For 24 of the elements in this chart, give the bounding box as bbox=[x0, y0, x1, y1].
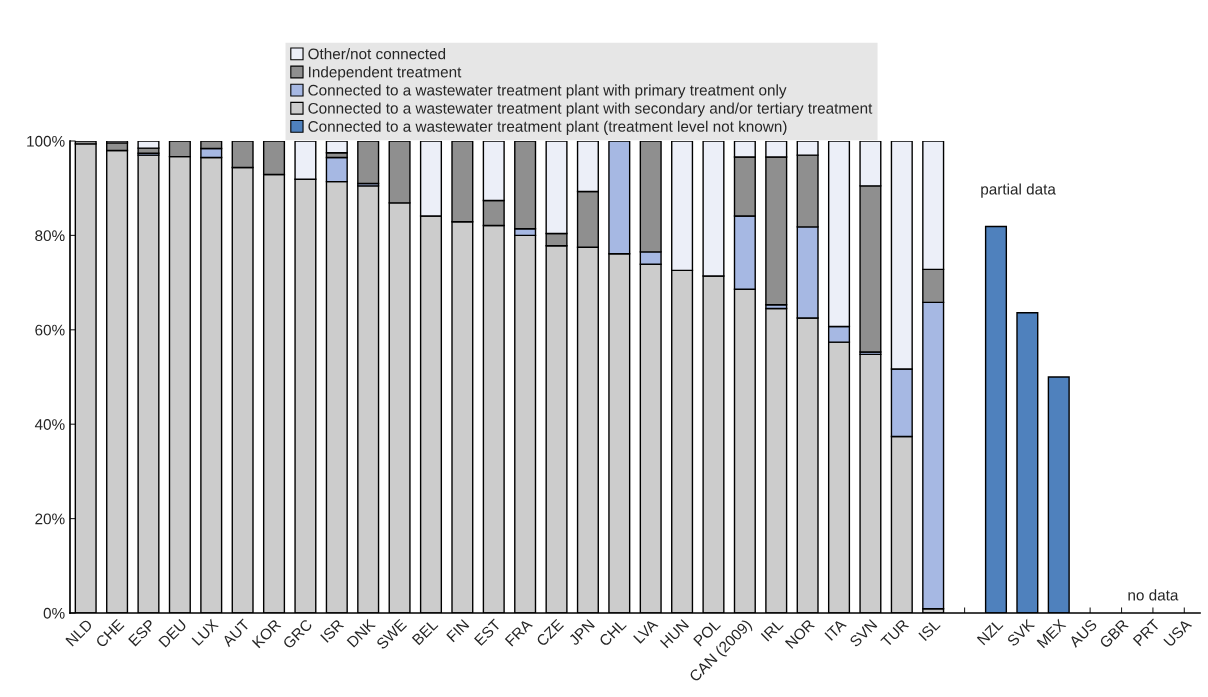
x-tick-label: NZL bbox=[976, 618, 1004, 646]
x-tick-label: ISR bbox=[320, 618, 345, 643]
y-tick-label: 40% bbox=[34, 419, 65, 430]
y-tick-label: 20% bbox=[35, 513, 65, 525]
legend-label: Connected to a wastewater treatment plant with secondary and/or tertiary treatment bbox=[308, 102, 873, 117]
legend-label: Connected to a wastewater treatment plant with primary treatment only bbox=[308, 84, 787, 99]
y-tick-label: 0% bbox=[43, 607, 65, 619]
y-tick-label: 60% bbox=[35, 324, 65, 336]
x-tick-label: FIN bbox=[446, 619, 470, 643]
annotation: partial data bbox=[981, 183, 1056, 198]
y-tick-label: 100% bbox=[27, 135, 65, 147]
legend-label: Connected to a wastewater treatment plant (treatment level not known) bbox=[308, 120, 787, 135]
x-tick-label: TUR bbox=[880, 618, 910, 648]
x-tick-label: LVA bbox=[633, 618, 659, 644]
x-tick-label: CHL bbox=[598, 618, 627, 647]
x-tick-label: ISL bbox=[918, 618, 941, 642]
legend-label: Independent treatment bbox=[309, 66, 462, 81]
x-tick-label: USA bbox=[1163, 618, 1193, 648]
annotation: no data bbox=[1128, 589, 1179, 601]
legend-label: Other/not connected bbox=[308, 48, 446, 60]
x-tick-label: ITA bbox=[824, 618, 847, 641]
x-tick-label: IRL bbox=[760, 618, 784, 642]
y-tick-label: 80% bbox=[35, 230, 65, 242]
x-tick-label: BEL bbox=[411, 618, 439, 646]
